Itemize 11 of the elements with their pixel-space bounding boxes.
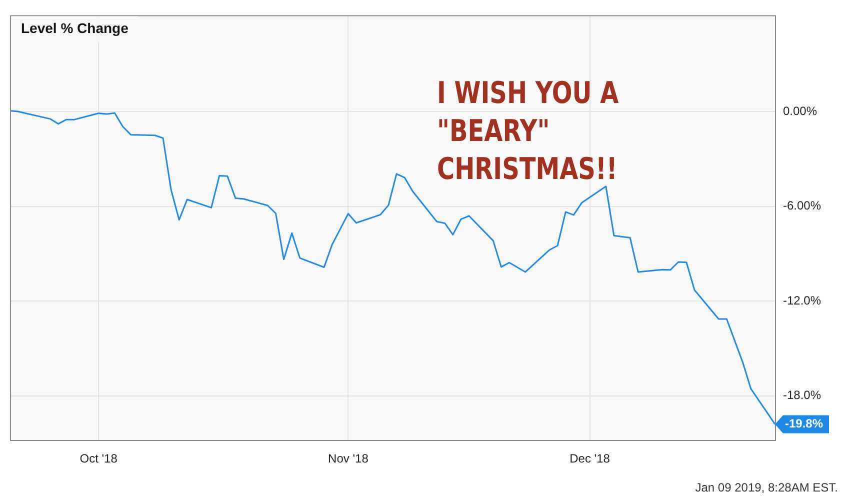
y-tick-label: -6.00% — [783, 198, 822, 213]
chart-title: Level % Change — [21, 20, 129, 36]
y-tick-label: -12.0% — [783, 293, 822, 308]
x-tick-label: Nov '18 — [328, 452, 369, 466]
x-tick-label: Oct '18 — [80, 452, 118, 466]
y-tick-label: -18.0% — [783, 388, 822, 402]
annotation: -19.8% — [785, 416, 824, 431]
annotation: I WISH YOU A "BEARY" CHRISTMAS!! — [437, 76, 619, 187]
x-tick-label: Dec '18 — [570, 452, 610, 466]
y-tick-label: 0.00% — [783, 104, 818, 118]
text: Jan 09 2019, 8:28AM EST. — [695, 480, 838, 494]
